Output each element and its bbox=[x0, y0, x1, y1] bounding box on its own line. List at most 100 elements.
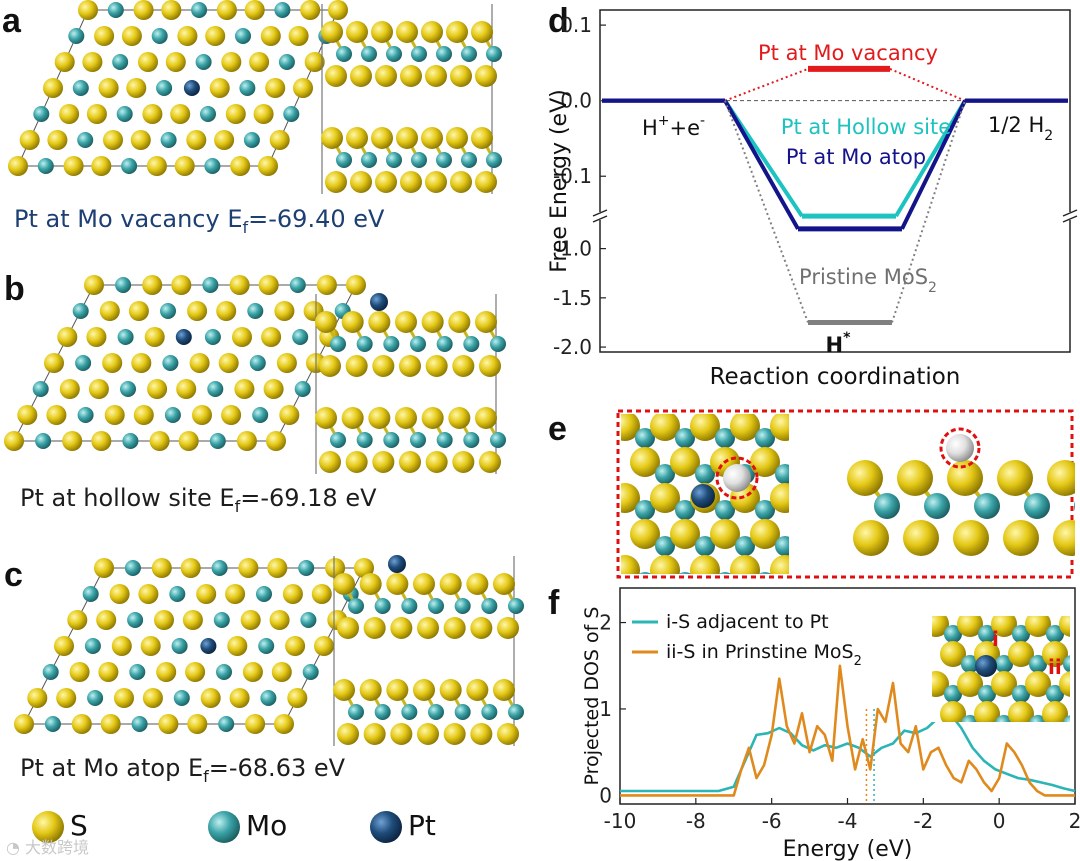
s-atom bbox=[475, 407, 497, 429]
mo-atom bbox=[120, 381, 136, 397]
s-atom bbox=[421, 127, 443, 149]
s-atom bbox=[991, 671, 1017, 697]
s-atom bbox=[126, 78, 147, 98]
y-axis-label: Projected DOS of S bbox=[581, 607, 603, 786]
s-atom bbox=[130, 130, 151, 150]
s-atom bbox=[177, 26, 198, 46]
legend-label-1: ii-S in Prinstine MoS2 bbox=[666, 641, 862, 669]
y-tick-label: 1 bbox=[599, 697, 612, 721]
mo-atom bbox=[436, 432, 453, 448]
s-atom bbox=[265, 78, 286, 98]
s-atom bbox=[497, 617, 519, 639]
side-view-c bbox=[333, 555, 524, 746]
x-axis-label: Reaction coordination bbox=[710, 364, 961, 390]
series-label-mo-vacancy: Pt at Mo vacancy bbox=[758, 41, 938, 65]
mo-atom bbox=[1063, 715, 1070, 722]
mo-atom bbox=[160, 303, 176, 319]
mo-atom bbox=[239, 80, 256, 96]
s-atom bbox=[690, 555, 720, 574]
s-atom bbox=[730, 555, 760, 574]
mo-atom bbox=[428, 704, 444, 720]
x-tick-label: -10 bbox=[604, 809, 637, 833]
mo-atom bbox=[463, 432, 480, 448]
s-atom bbox=[417, 723, 439, 745]
s-atom bbox=[475, 311, 497, 333]
mo-atom bbox=[795, 500, 815, 520]
s-atom bbox=[111, 636, 132, 656]
s-atom bbox=[47, 130, 68, 150]
mo-atom bbox=[401, 598, 418, 614]
state-label-final: 1/2 H2 bbox=[988, 113, 1053, 144]
mo-atom bbox=[436, 46, 452, 62]
mo-atom bbox=[249, 355, 266, 371]
s-atom bbox=[475, 65, 497, 87]
s-atom bbox=[425, 171, 447, 193]
watermark: ◔ 大数跨境 bbox=[6, 838, 90, 857]
s-atom bbox=[54, 636, 74, 656]
top-view-b bbox=[4, 275, 366, 451]
s-atom bbox=[300, 0, 321, 20]
s-atom bbox=[19, 130, 40, 150]
s-atom bbox=[386, 573, 409, 595]
s-atom bbox=[253, 104, 274, 124]
mo-atom bbox=[274, 2, 291, 18]
s-atom bbox=[425, 65, 447, 87]
s-atom bbox=[710, 519, 740, 549]
mo-atom bbox=[775, 464, 789, 484]
mo-atom bbox=[87, 690, 104, 706]
s-atom bbox=[750, 447, 780, 477]
s-atom bbox=[304, 52, 325, 72]
pt-atom bbox=[975, 655, 997, 677]
mo-atom bbox=[1029, 655, 1047, 673]
s-atom bbox=[497, 723, 519, 745]
s-atom bbox=[249, 52, 270, 72]
highlight-frame bbox=[616, 409, 1074, 579]
y-tick-label: -2.0 bbox=[553, 335, 592, 359]
s-atom bbox=[390, 723, 413, 745]
mo-atom bbox=[116, 106, 133, 122]
x-tick-label: 2 bbox=[1069, 809, 1080, 833]
s-atom bbox=[174, 156, 195, 176]
s-atom bbox=[209, 78, 230, 98]
connector bbox=[891, 100, 966, 323]
s-atom bbox=[311, 584, 332, 604]
s-atom bbox=[279, 405, 300, 425]
mo-atom bbox=[361, 152, 377, 168]
mo-atom bbox=[481, 704, 498, 720]
s-atom bbox=[156, 662, 177, 682]
mo-atom bbox=[162, 355, 179, 371]
s-atom bbox=[953, 520, 989, 556]
s-atom bbox=[333, 573, 355, 595]
mo-atom bbox=[216, 664, 232, 680]
s-atom bbox=[4, 431, 24, 451]
mo-atom bbox=[461, 46, 477, 62]
mo-atom bbox=[356, 336, 373, 352]
s-atom bbox=[325, 558, 346, 578]
s-atom bbox=[413, 679, 435, 701]
s-atom bbox=[216, 0, 237, 20]
s-atom bbox=[372, 451, 395, 473]
panel-label-f: f bbox=[548, 584, 560, 622]
s-atom bbox=[91, 431, 112, 451]
s-atom bbox=[86, 327, 107, 347]
s-atom bbox=[630, 519, 660, 549]
free-energy-chart: 0.1 0.0 -0.1 -1.0 -1.5 -2.0 Free Energy (eV) Re… bbox=[547, 9, 1078, 390]
s-atom bbox=[94, 26, 115, 46]
h-highlight-ring bbox=[715, 456, 759, 500]
mo-atom bbox=[755, 500, 775, 520]
s-atom bbox=[225, 104, 246, 124]
s-atom bbox=[630, 447, 660, 477]
s-atom bbox=[621, 555, 640, 574]
mo-atom bbox=[486, 152, 502, 168]
s-atom bbox=[54, 52, 75, 72]
s-atom bbox=[670, 519, 700, 549]
y-tick-label: -1.5 bbox=[553, 286, 592, 310]
mo-atom bbox=[874, 493, 900, 519]
s-atom bbox=[368, 311, 391, 333]
mo-atom bbox=[289, 277, 306, 293]
s-atom bbox=[493, 679, 515, 701]
mo-atom bbox=[735, 536, 755, 556]
series-line-1 bbox=[620, 664, 1075, 797]
s-atom bbox=[421, 311, 444, 333]
